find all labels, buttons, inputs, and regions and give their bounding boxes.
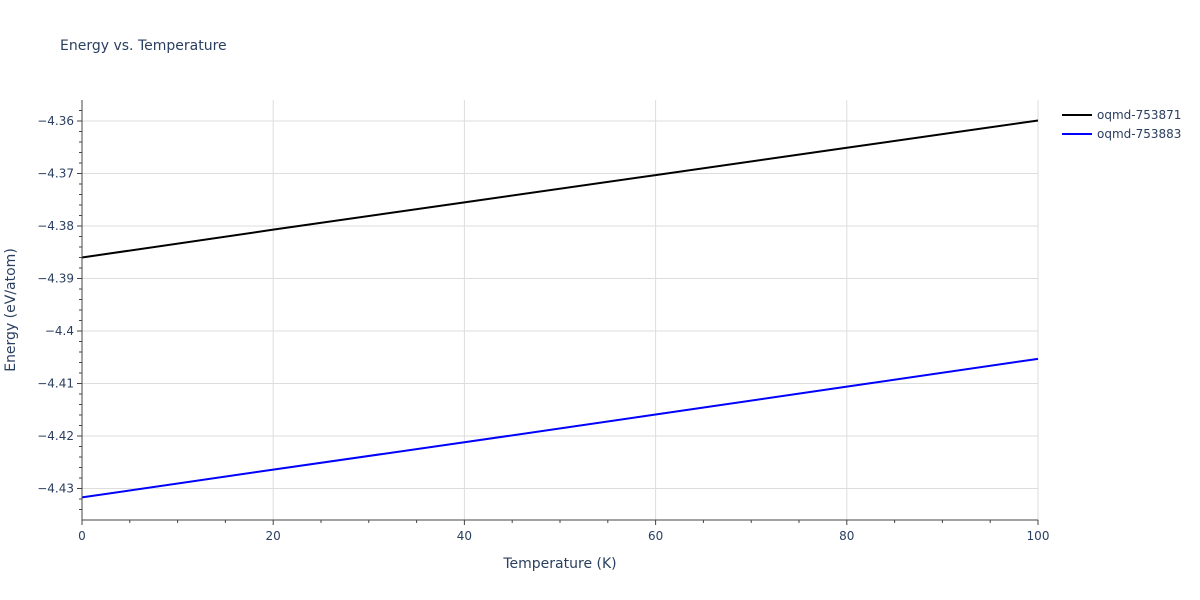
- y-tick-label: −4.43: [37, 482, 74, 496]
- legend-label: oqmd-753871: [1097, 108, 1181, 122]
- grid-lines: [82, 100, 1039, 520]
- x-tick-label: 80: [839, 529, 854, 543]
- y-axis-title: Energy (eV/atom): [3, 248, 19, 372]
- y-tick-label: −4.42: [37, 429, 74, 443]
- x-tick-label: 60: [648, 529, 663, 543]
- series-line-oqmd-753871: [81, 119, 1039, 259]
- x-tick-label: 20: [266, 529, 281, 543]
- y-tick-label: −4.36: [37, 114, 74, 128]
- legend-item-oqmd-753871[interactable]: oqmd-753871: [1062, 108, 1181, 122]
- y-tick-label: −4.4: [45, 324, 74, 338]
- x-tick-label: 0: [78, 529, 86, 543]
- chart-title: Energy vs. Temperature: [60, 38, 227, 54]
- legend[interactable]: oqmd-753871 oqmd-753883: [1062, 108, 1181, 141]
- series-line-oqmd-753883: [81, 357, 1039, 499]
- axes: [77, 100, 1039, 525]
- x-axis-title: Temperature (K): [502, 556, 616, 572]
- y-tick-label: −4.41: [37, 377, 74, 391]
- y-tick-label: −4.37: [37, 167, 74, 181]
- tick-labels: 0 20 40 60 80 100 −4.43 −4.42 −4.41 −4.4 −4.39 −4.3…: [37, 114, 1049, 543]
- y-tick-label: −4.39: [37, 272, 74, 286]
- x-tick-label: 40: [457, 529, 472, 543]
- y-tick-label: −4.38: [37, 219, 74, 233]
- x-tick-label: 100: [1027, 529, 1050, 543]
- series-lines: [81, 119, 1039, 499]
- legend-label: oqmd-753883: [1097, 127, 1181, 141]
- legend-item-oqmd-753883[interactable]: oqmd-753883: [1062, 127, 1181, 141]
